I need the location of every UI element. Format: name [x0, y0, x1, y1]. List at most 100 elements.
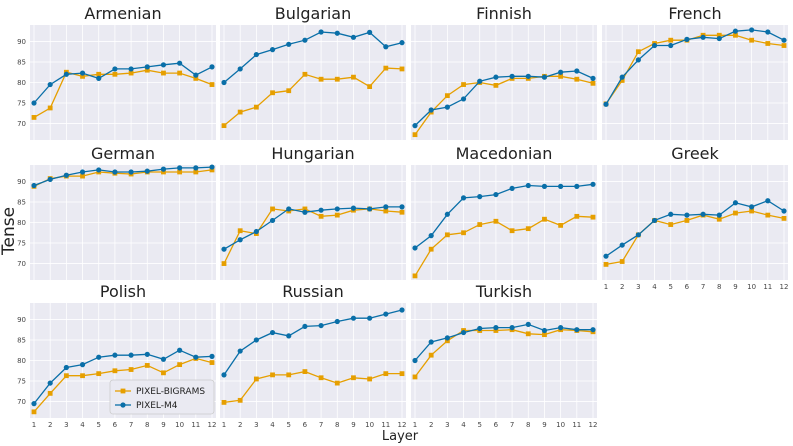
data-point-pixel-bigrams — [590, 80, 596, 86]
data-point-pixel-bigrams — [383, 208, 389, 214]
data-point-pixel-m4 — [112, 66, 118, 72]
data-point-pixel-m4 — [79, 169, 86, 175]
data-point-pixel-m4 — [749, 204, 755, 210]
x-tick-label: 5 — [286, 421, 290, 429]
x-tick-label: 5 — [668, 283, 672, 291]
data-point-pixel-bigrams — [161, 370, 166, 376]
data-point-pixel-m4 — [509, 185, 515, 192]
data-point-pixel-m4 — [286, 206, 292, 212]
data-point-pixel-bigrams — [367, 376, 373, 382]
data-point-pixel-bigrams — [668, 222, 674, 227]
data-point-pixel-bigrams — [334, 76, 340, 82]
data-point-pixel-m4 — [541, 74, 548, 80]
data-point-pixel-m4 — [31, 401, 37, 407]
data-point-pixel-m4 — [493, 325, 499, 331]
data-point-pixel-m4 — [732, 200, 739, 206]
x-tick-label: 12 — [398, 421, 407, 429]
data-point-pixel-m4 — [209, 64, 215, 70]
data-point-pixel-m4 — [460, 329, 467, 336]
data-point-pixel-m4 — [177, 60, 183, 66]
data-point-pixel-m4 — [558, 69, 564, 75]
y-tick-label: 75 — [17, 240, 26, 248]
data-point-pixel-m4 — [237, 66, 243, 72]
data-point-pixel-bigrams — [477, 222, 483, 227]
series-line-pixel-m4 — [223, 206, 402, 250]
series-line-pixel-m4 — [414, 70, 594, 127]
data-point-pixel-bigrams — [193, 169, 199, 175]
data-point-pixel-bigrams — [525, 331, 531, 337]
panel-french: French — [602, 4, 788, 140]
data-point-pixel-m4 — [47, 176, 53, 182]
data-point-pixel-m4 — [651, 217, 658, 224]
data-point-pixel-m4 — [765, 198, 771, 204]
y-tick-label: 80 — [17, 79, 26, 87]
data-point-pixel-bigrams — [461, 230, 466, 236]
data-point-pixel-bigrams — [668, 37, 674, 43]
data-point-pixel-m4 — [603, 101, 609, 107]
series-line-pixel-bigrams — [223, 67, 403, 127]
data-point-pixel-m4 — [460, 96, 467, 102]
legend-label-pixel-m4: PIXEL-M4 — [136, 401, 178, 411]
data-point-pixel-m4 — [96, 354, 102, 360]
panel-polish: 1 2 3 4 5 6 7 8 9 10 11 127075808590PolishPIXEL-BIG… — [17, 282, 216, 429]
y-tick-label: 70 — [17, 260, 26, 268]
x-tick-label: 11 — [763, 283, 772, 291]
data-point-pixel-m4 — [221, 246, 227, 252]
x-tick-label: 9 — [161, 421, 165, 429]
data-point-pixel-bigrams — [270, 206, 275, 212]
data-point-pixel-bigrams — [177, 169, 183, 175]
data-point-pixel-m4 — [144, 168, 150, 174]
data-point-pixel-m4 — [383, 204, 389, 210]
series-line-pixel-m4 — [33, 166, 213, 187]
y-tick-label: 90 — [17, 38, 26, 46]
data-point-pixel-bigrams — [749, 37, 755, 43]
data-point-pixel-m4 — [160, 166, 167, 172]
data-point-pixel-bigrams — [318, 213, 324, 219]
data-point-pixel-m4 — [460, 195, 467, 201]
x-tick-label: 12 — [780, 283, 789, 291]
data-point-pixel-m4 — [574, 68, 580, 74]
panel-title: Russian — [282, 282, 344, 301]
data-point-pixel-bigrams — [619, 78, 625, 83]
data-point-pixel-bigrams — [399, 371, 405, 377]
x-tick-label: 8 — [145, 421, 149, 429]
x-tick-label: 8 — [717, 283, 721, 291]
x-tick-label: 2 — [48, 421, 52, 429]
y-tick-label: 85 — [17, 198, 26, 206]
data-point-pixel-bigrams — [221, 399, 227, 405]
data-point-pixel-m4 — [367, 206, 373, 212]
x-tick-label: 3 — [64, 421, 68, 429]
series-line-pixel-m4 — [223, 31, 403, 83]
y-tick-label: 70 — [17, 120, 26, 128]
series-line-pixel-m4 — [33, 62, 213, 104]
data-point-pixel-m4 — [79, 70, 86, 76]
data-point-pixel-bigrams — [237, 397, 243, 403]
data-point-pixel-m4 — [668, 42, 674, 49]
data-point-pixel-m4 — [749, 27, 755, 33]
x-tick-label: 4 — [461, 421, 466, 429]
data-point-pixel-bigrams — [351, 375, 356, 381]
panel-bulgarian: Bulgarian — [220, 4, 406, 140]
data-point-pixel-bigrams — [96, 371, 102, 377]
data-point-pixel-m4 — [79, 362, 86, 368]
data-point-pixel-m4 — [112, 352, 118, 358]
x-tick-label: 3 — [254, 421, 258, 429]
data-point-pixel-m4 — [237, 348, 243, 354]
data-point-pixel-m4 — [177, 165, 183, 171]
data-point-pixel-bigrams — [461, 82, 466, 87]
data-point-pixel-m4 — [684, 36, 690, 42]
data-point-pixel-bigrams — [781, 215, 787, 221]
data-point-pixel-m4 — [525, 321, 531, 327]
data-point-pixel-m4 — [525, 73, 531, 79]
data-point-pixel-bigrams — [716, 32, 722, 38]
data-point-pixel-bigrams — [558, 222, 564, 228]
data-point-pixel-bigrams — [237, 109, 243, 115]
data-point-pixel-m4 — [209, 353, 215, 359]
data-point-pixel-m4 — [63, 172, 69, 178]
data-point-pixel-m4 — [96, 75, 102, 81]
y-tick-label: 85 — [17, 58, 26, 66]
data-point-pixel-m4 — [574, 327, 580, 333]
